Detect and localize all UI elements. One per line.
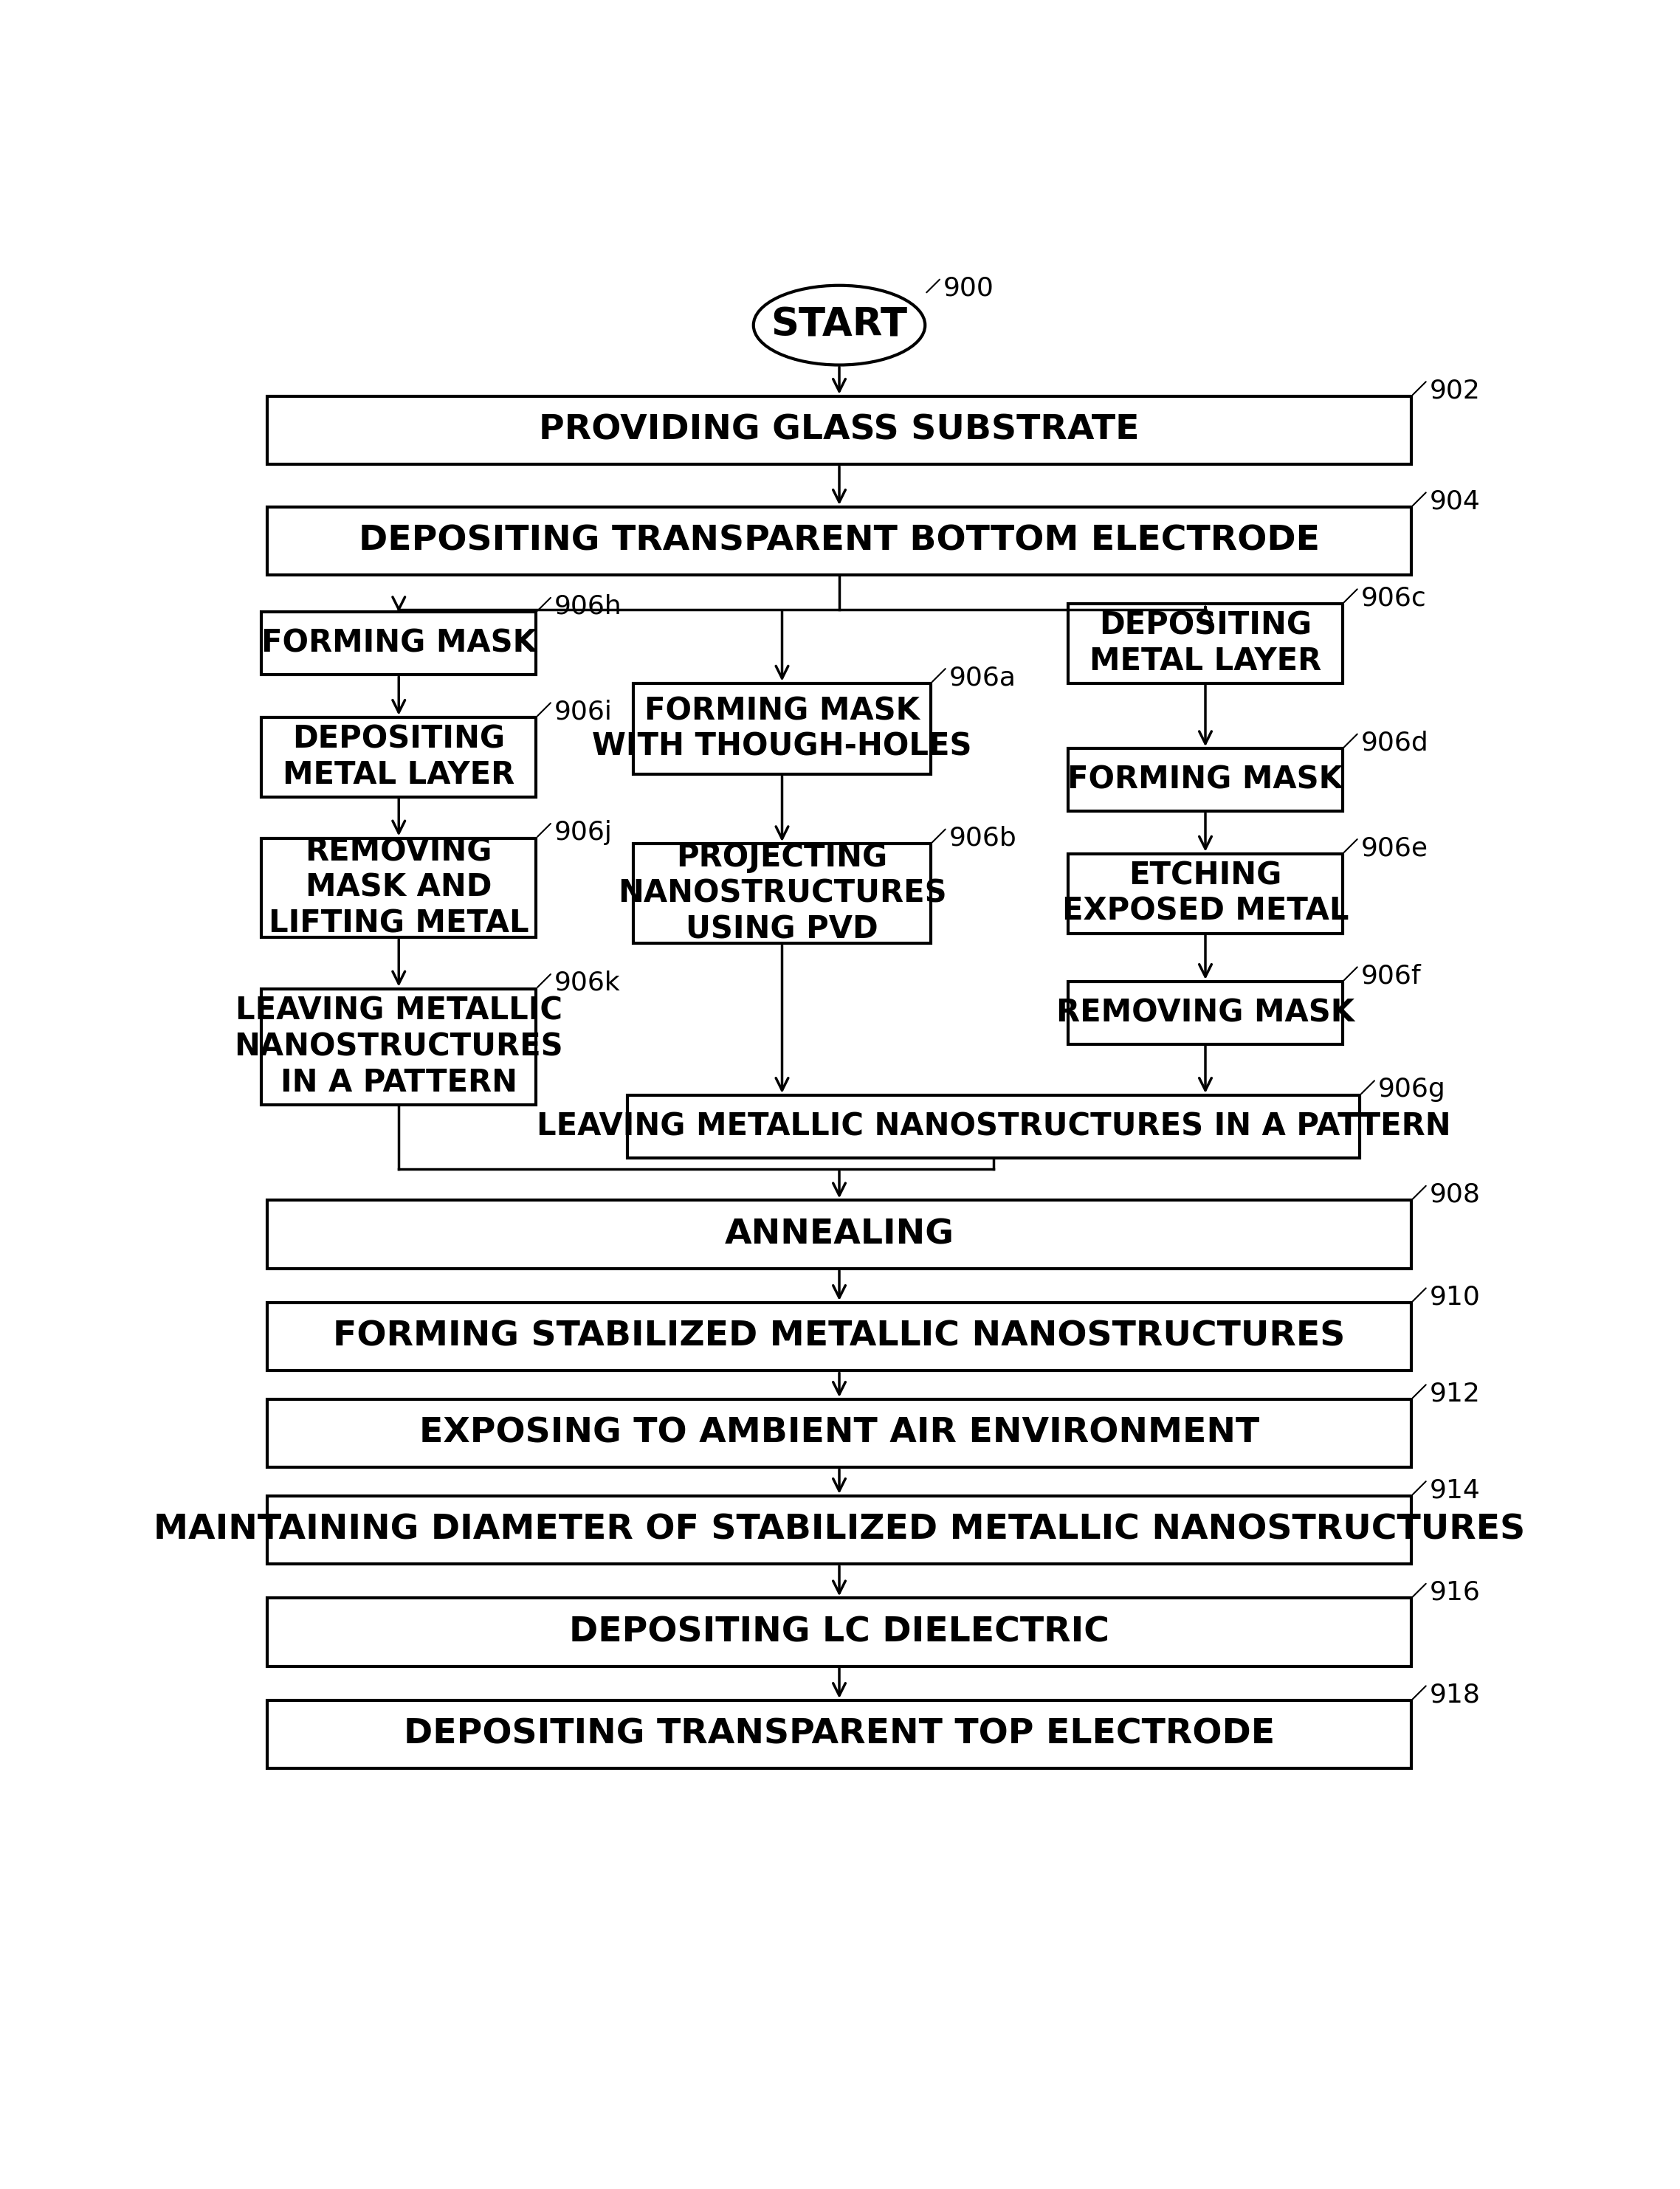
Ellipse shape xyxy=(753,285,926,366)
Text: 906k: 906k xyxy=(554,970,620,996)
Bar xyxy=(628,1094,1359,1158)
Text: LEAVING METALLIC NANOSTRUCTURES IN A PATTERN: LEAVING METALLIC NANOSTRUCTURES IN A PAT… xyxy=(536,1112,1452,1143)
Bar xyxy=(267,1302,1411,1370)
Text: DEPOSITING
METAL LAYER: DEPOSITING METAL LAYER xyxy=(1089,611,1322,676)
Text: 906h: 906h xyxy=(554,593,622,619)
Text: 912: 912 xyxy=(1430,1381,1480,1405)
Text: 902: 902 xyxy=(1430,379,1480,403)
Text: DEPOSITING
METAL LAYER: DEPOSITING METAL LAYER xyxy=(282,725,514,790)
Text: 918: 918 xyxy=(1430,1683,1480,1707)
Text: DEPOSITING TRANSPARENT BOTTOM ELECTRODE: DEPOSITING TRANSPARENT BOTTOM ELECTRODE xyxy=(360,525,1320,558)
Text: 906i: 906i xyxy=(554,698,613,725)
Bar xyxy=(262,838,536,937)
Bar xyxy=(267,1701,1411,1769)
Text: LEAVING METALLIC
NANOSTRUCTURES
IN A PATTERN: LEAVING METALLIC NANOSTRUCTURES IN A PAT… xyxy=(234,996,563,1099)
Text: START: START xyxy=(771,306,907,344)
Text: FORMING MASK
WITH THOUGH-HOLES: FORMING MASK WITH THOUGH-HOLES xyxy=(591,696,973,762)
Text: MAINTAINING DIAMETER OF STABILIZED METALLIC NANOSTRUCTURES: MAINTAINING DIAMETER OF STABILIZED METAL… xyxy=(153,1513,1525,1548)
Bar xyxy=(267,1200,1411,1270)
Text: 906e: 906e xyxy=(1361,836,1428,860)
Text: 910: 910 xyxy=(1430,1285,1480,1309)
Bar xyxy=(267,508,1411,576)
Text: FORMING MASK: FORMING MASK xyxy=(1068,764,1342,795)
Bar xyxy=(1068,854,1342,933)
Text: 906a: 906a xyxy=(949,665,1016,690)
Bar xyxy=(262,989,536,1105)
Text: PROVIDING GLASS SUBSTRATE: PROVIDING GLASS SUBSTRATE xyxy=(539,414,1139,447)
Bar xyxy=(262,718,536,797)
Text: ETCHING
EXPOSED METAL: ETCHING EXPOSED METAL xyxy=(1062,860,1349,926)
Text: EXPOSING TO AMBIENT AIR ENVIRONMENT: EXPOSING TO AMBIENT AIR ENVIRONMENT xyxy=(420,1416,1260,1449)
Text: FORMING MASK: FORMING MASK xyxy=(260,628,536,659)
Text: 916: 916 xyxy=(1430,1580,1480,1605)
Bar xyxy=(1068,981,1342,1044)
Bar xyxy=(267,1399,1411,1467)
Text: 908: 908 xyxy=(1430,1182,1480,1208)
Text: ANNEALING: ANNEALING xyxy=(724,1217,954,1252)
Text: 914: 914 xyxy=(1430,1478,1480,1504)
Bar xyxy=(633,843,931,943)
Bar xyxy=(262,613,536,674)
Text: 906d: 906d xyxy=(1361,731,1428,755)
Bar xyxy=(267,1598,1411,1666)
Text: FORMING STABILIZED METALLIC NANOSTRUCTURES: FORMING STABILIZED METALLIC NANOSTRUCTUR… xyxy=(333,1320,1346,1353)
Text: DEPOSITING TRANSPARENT TOP ELECTRODE: DEPOSITING TRANSPARENT TOP ELECTRODE xyxy=(403,1718,1275,1751)
Text: 906f: 906f xyxy=(1361,963,1421,989)
Text: 904: 904 xyxy=(1430,488,1480,514)
Text: 900: 900 xyxy=(944,276,995,300)
Bar xyxy=(633,683,931,775)
Text: DEPOSITING LC DIELECTRIC: DEPOSITING LC DIELECTRIC xyxy=(570,1615,1109,1648)
Bar xyxy=(1068,749,1342,812)
Text: 906c: 906c xyxy=(1361,584,1426,611)
Bar xyxy=(267,396,1411,464)
Bar xyxy=(267,1495,1411,1565)
Text: REMOVING
MASK AND
LIFTING METAL: REMOVING MASK AND LIFTING METAL xyxy=(269,836,529,939)
Text: 906j: 906j xyxy=(554,821,613,845)
Text: REMOVING MASK: REMOVING MASK xyxy=(1057,998,1354,1029)
Text: 906g: 906g xyxy=(1378,1077,1446,1101)
Text: PROJECTING
NANOSTRUCTURES
USING PVD: PROJECTING NANOSTRUCTURES USING PVD xyxy=(618,843,946,946)
Text: 906b: 906b xyxy=(949,825,1016,852)
Bar xyxy=(1068,604,1342,683)
